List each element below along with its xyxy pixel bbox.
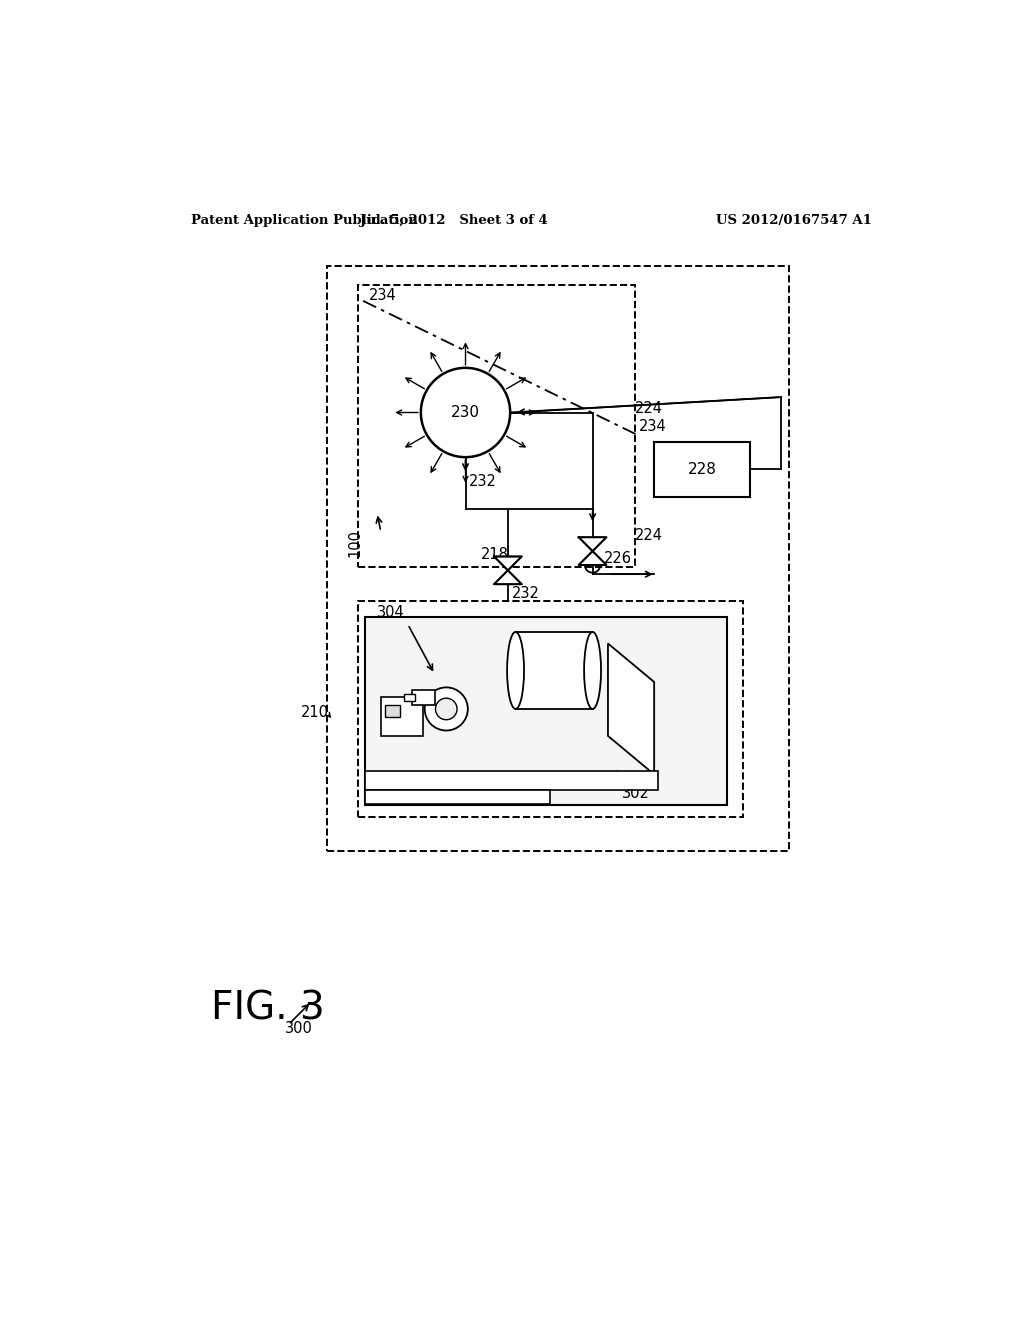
Bar: [366, 616, 727, 805]
Bar: [357, 285, 635, 566]
Circle shape: [425, 688, 468, 730]
Text: 230: 230: [451, 405, 480, 420]
Ellipse shape: [584, 632, 601, 709]
Polygon shape: [579, 537, 606, 565]
Bar: [515, 632, 593, 709]
Text: 234: 234: [639, 418, 667, 434]
Bar: [381, 697, 423, 737]
Text: US 2012/0167547 A1: US 2012/0167547 A1: [716, 214, 871, 227]
Bar: [366, 789, 550, 804]
Text: 232: 232: [469, 474, 498, 490]
Text: 226: 226: [604, 552, 632, 566]
Text: 300: 300: [285, 1020, 312, 1036]
Ellipse shape: [507, 632, 524, 709]
Text: 210: 210: [301, 705, 330, 721]
Bar: [357, 601, 742, 817]
Text: 228: 228: [687, 462, 717, 477]
Text: Patent Application Publication: Patent Application Publication: [190, 214, 418, 227]
Text: 218: 218: [481, 548, 509, 562]
Text: 224: 224: [635, 528, 663, 544]
Text: FIG. 3: FIG. 3: [211, 990, 326, 1028]
Circle shape: [421, 368, 510, 457]
Bar: [412, 690, 435, 705]
Text: 224: 224: [635, 401, 663, 416]
Text: 302: 302: [622, 787, 649, 801]
Bar: [403, 693, 416, 701]
Bar: [366, 771, 658, 789]
Text: Jul. 5, 2012   Sheet 3 of 4: Jul. 5, 2012 Sheet 3 of 4: [360, 214, 548, 227]
Text: 304: 304: [377, 605, 404, 620]
Bar: [654, 442, 751, 498]
Text: 100: 100: [348, 529, 362, 557]
Bar: [385, 705, 400, 717]
Polygon shape: [608, 644, 654, 775]
Text: 234: 234: [370, 288, 397, 304]
Circle shape: [435, 698, 457, 719]
Text: 232: 232: [512, 586, 540, 601]
Bar: [327, 267, 788, 851]
Polygon shape: [494, 557, 521, 585]
